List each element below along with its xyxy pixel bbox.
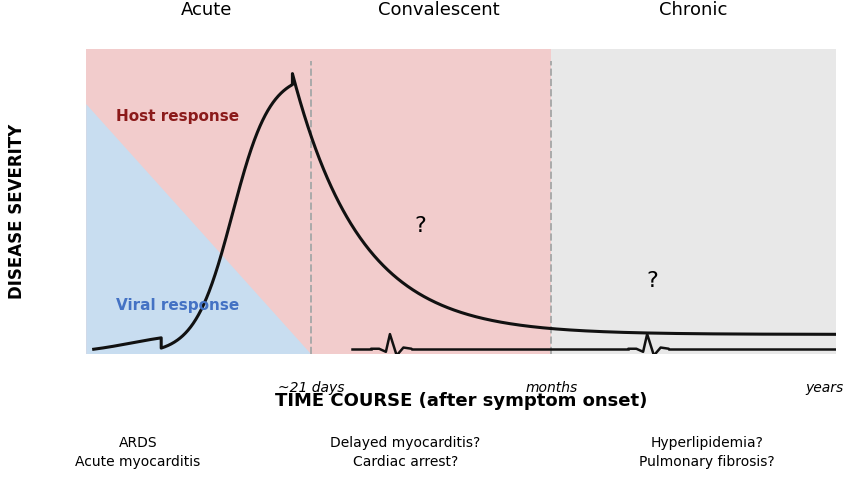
Text: years: years [805,381,843,395]
Bar [86,49,550,354]
Text: ?: ? [646,271,658,291]
Text: DISEASE SEVERITY: DISEASE SEVERITY [9,124,26,299]
Text: ?: ? [413,216,425,236]
Text: ~21 days: ~21 days [277,381,344,395]
Text: Hyperlipidemia?
Pulmonary fibrosis?: Hyperlipidemia? Pulmonary fibrosis? [638,436,774,469]
Text: Delayed myocarditis?
Cardiac arrest?: Delayed myocarditis? Cardiac arrest? [330,436,480,469]
Text: Chronic: Chronic [659,0,727,19]
Text: Acute: Acute [180,0,232,19]
Text: months: months [524,381,577,395]
Text: Convalescent: Convalescent [377,0,499,19]
Text: Host response: Host response [116,109,239,124]
Text: Viral response: Viral response [116,298,239,313]
Text: TIME COURSE (after symptom onset): TIME COURSE (after symptom onset) [275,392,647,410]
Polygon shape [86,104,311,354]
Bar [550,49,835,354]
Text: ARDS
Acute myocarditis: ARDS Acute myocarditis [75,436,201,469]
